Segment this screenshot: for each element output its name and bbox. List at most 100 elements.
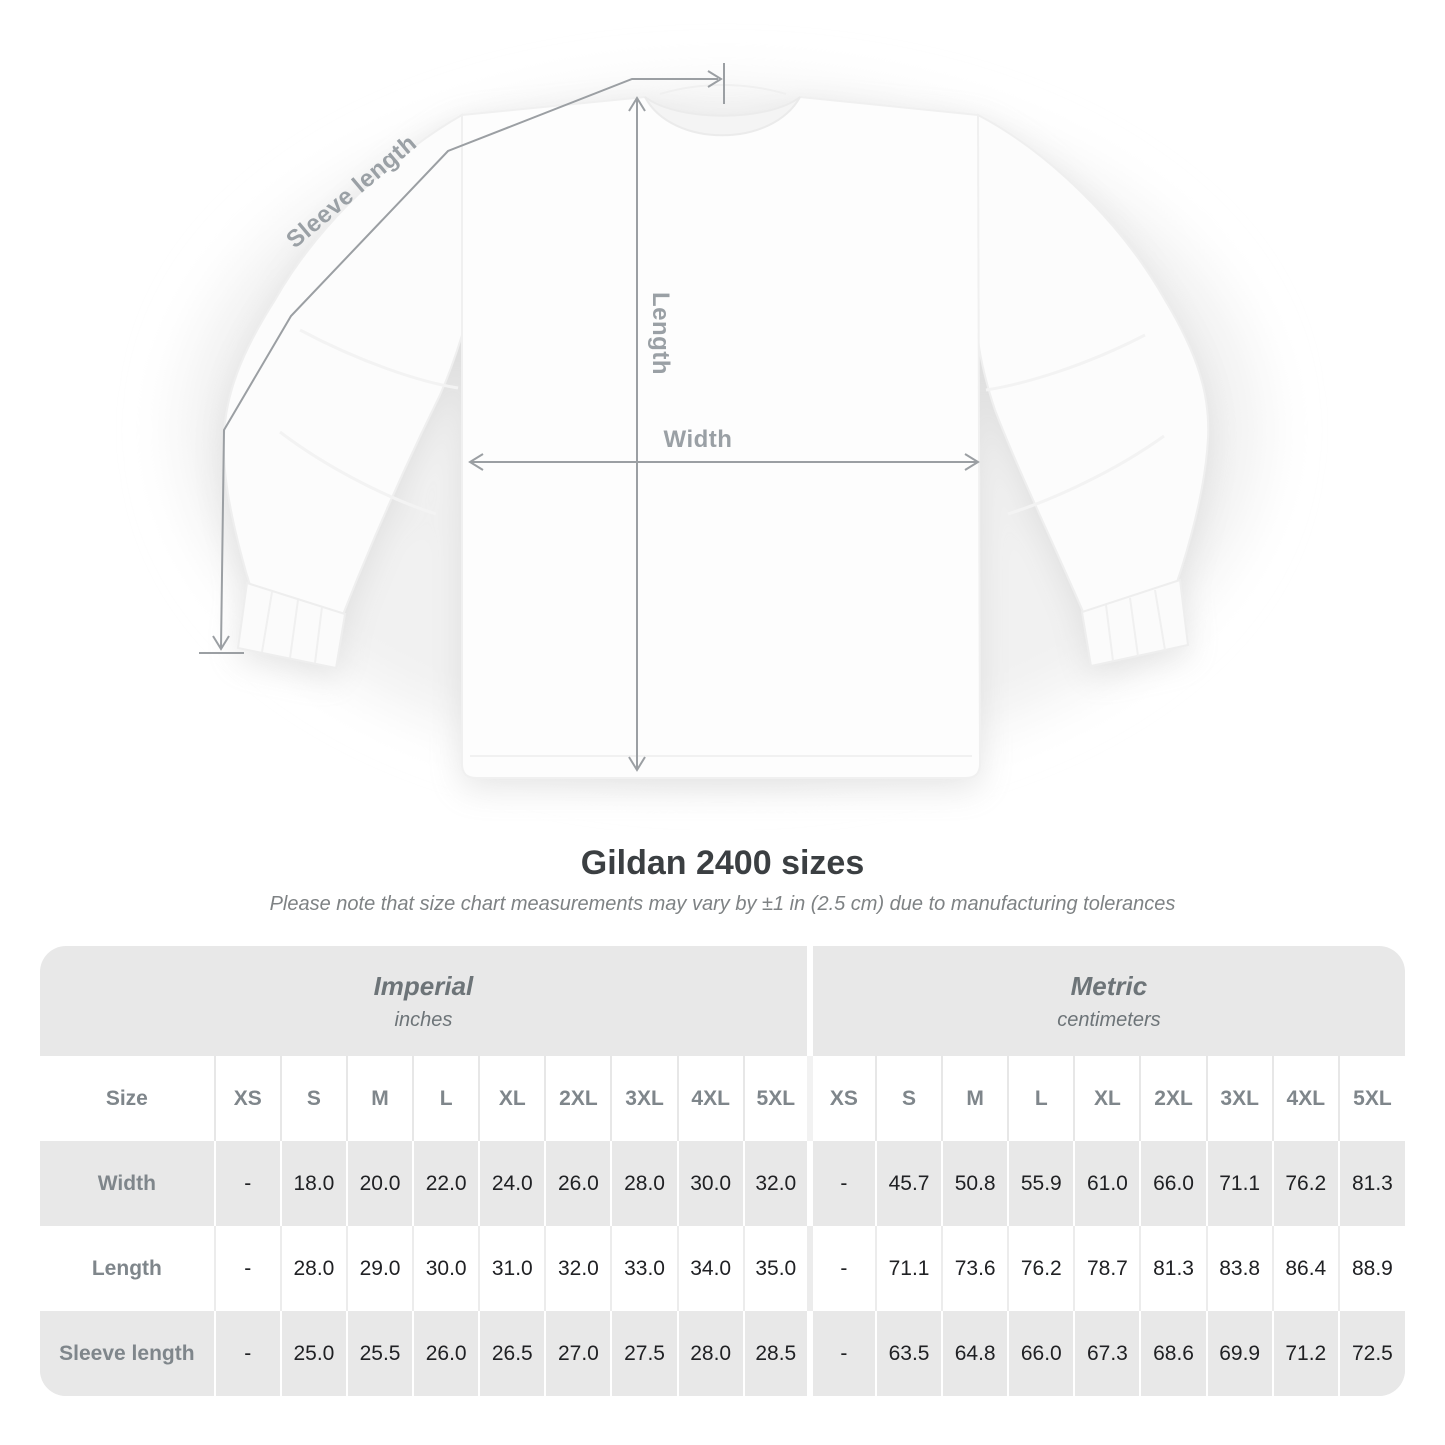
measurement-value-cell: 63.5	[874, 1311, 943, 1397]
size-col-header-metric-5xl: 5XL	[1337, 1056, 1405, 1142]
size-col-header-imperial-4xl: 4XL	[676, 1056, 744, 1142]
measurement-arrows	[199, 63, 980, 772]
measurement-value-cell: 76.2	[1271, 1141, 1339, 1227]
measurement-value-cell: -	[806, 1311, 876, 1397]
measurement-value-cell: 34.0	[676, 1226, 744, 1312]
measurement-value-cell: 20.0	[345, 1141, 414, 1227]
measurement-value-cell: 32.0	[544, 1226, 612, 1312]
measurement-value-cell: -	[213, 1226, 281, 1312]
measurement-value-cell: 28.0	[610, 1141, 678, 1227]
size-col-header-imperial-xl: XL	[478, 1056, 546, 1142]
measurement-value-cell: 83.8	[1205, 1226, 1273, 1312]
fold-line	[985, 333, 1146, 392]
measurement-value-cell: 71.1	[1205, 1141, 1273, 1227]
measurement-value-cell: 18.0	[279, 1141, 347, 1227]
measurement-value-cell: 27.0	[544, 1311, 612, 1397]
length-label: Length	[647, 292, 674, 375]
measurement-value-cell: 26.5	[478, 1311, 546, 1397]
measurement-value-cell: 26.0	[412, 1311, 480, 1397]
metric-section-unit: centimeters	[1057, 1008, 1161, 1031]
measurement-value-cell: 81.3	[1337, 1141, 1405, 1227]
measurement-value-cell: 71.1	[874, 1226, 943, 1312]
shirt-shape	[222, 84, 1210, 779]
measurement-value-cell: 64.8	[941, 1311, 1009, 1397]
measurement-value-cell: -	[213, 1141, 281, 1227]
width-arrowhead-left	[468, 453, 484, 471]
measurement-value-cell: 71.2	[1271, 1311, 1339, 1397]
size-col-header-metric-s: S	[874, 1056, 943, 1142]
tolerance-note: Please note that size chart measurements…	[269, 893, 1176, 916]
table-row: Length -28.0 29.0 30.0 31.0 32.0 33.0 34.0 35.0-…	[40, 1226, 1405, 1312]
right-cuff-ribs	[1105, 589, 1166, 662]
shirt-measurement-diagram: Sleeve length Length Width	[182, 63, 1262, 779]
measurement-value-cell: 72.5	[1337, 1311, 1405, 1397]
size-col-header-metric-3xl: 3XL	[1205, 1056, 1273, 1142]
size-col-header-imperial-s: S	[279, 1056, 347, 1142]
metric-section-label: Metric	[1070, 970, 1148, 1001]
fold-line	[279, 430, 437, 516]
measurement-value-cell: 86.4	[1271, 1226, 1339, 1312]
measurement-value-cell: 35.0	[742, 1226, 810, 1312]
imperial-section-header: Imperial inches	[40, 946, 810, 1056]
metric-section-header: Metric centimeters	[806, 946, 1405, 1057]
measurement-value-cell: 68.6	[1139, 1311, 1207, 1397]
measurement-value-cell: 31.0	[478, 1226, 546, 1312]
shirt-illustration	[182, 63, 1262, 779]
measurement-value-cell: 26.0	[544, 1141, 612, 1227]
size-chart-heading: Gildan 2400 sizes Please note that size …	[0, 830, 1445, 916]
table-body: Width -18.0 20.0 22.0 24.0 26.0 28.0 30.0 32.0-4…	[40, 1141, 1405, 1397]
size-col-header-imperial-2xl: 2XL	[544, 1056, 612, 1142]
measurement-value-cell: 25.0	[279, 1311, 347, 1397]
measurement-value-cell: 76.2	[1007, 1226, 1075, 1312]
size-col-header-imperial-3xl: 3XL	[610, 1056, 678, 1142]
size-col-header-metric-m: M	[941, 1056, 1009, 1142]
row-label: Sleeve length	[59, 1341, 195, 1365]
measurement-value-cell: 30.0	[412, 1226, 480, 1312]
unit-section-row: Imperial inches Metric centimeters	[40, 946, 1405, 1057]
imperial-section-unit: inches	[394, 1008, 453, 1031]
measurement-value-cell: 30.0	[676, 1141, 744, 1227]
measurement-value-cell: 88.9	[1337, 1226, 1405, 1312]
fold-line	[1007, 434, 1165, 516]
width-arrowhead-right	[964, 453, 980, 471]
left-cuff-ribs	[261, 591, 323, 664]
size-col-header-imperial-m: M	[345, 1056, 414, 1142]
measurement-value-cell: 67.3	[1073, 1311, 1141, 1397]
measurement-value-cell: 22.0	[412, 1141, 480, 1227]
size-col-header-metric-4xl: 4XL	[1271, 1056, 1339, 1142]
measurement-value-cell: 66.0	[1139, 1141, 1207, 1227]
measurement-value-cell: -	[806, 1226, 876, 1312]
shirt-collar	[644, 96, 801, 137]
fold-line	[299, 328, 459, 390]
size-col-header-metric-l: L	[1007, 1056, 1075, 1142]
measurement-value-cell: 29.0	[345, 1226, 414, 1312]
measurement-value-cell: 78.7	[1073, 1226, 1141, 1312]
measurement-value-cell: 45.7	[874, 1141, 943, 1227]
shirt-left-sleeve	[222, 113, 463, 624]
shirt-right-sleeve	[977, 113, 1210, 616]
measurement-value-cell: 24.0	[478, 1141, 546, 1227]
sleeve-arrowhead-top	[707, 70, 723, 88]
measurement-value-cell: 28.0	[676, 1311, 744, 1397]
measurement-value-cell: 73.6	[941, 1226, 1009, 1312]
size-col-header-metric-xs: XS	[806, 1056, 876, 1142]
width-label: Width	[663, 426, 733, 453]
measurement-value-cell: 69.9	[1205, 1311, 1273, 1397]
size-col-header-imperial-l: L	[412, 1056, 480, 1142]
row-label: Width	[97, 1171, 156, 1195]
measurement-value-cell: 81.3	[1139, 1226, 1207, 1312]
length-arrowhead-bottom	[628, 756, 646, 772]
measurement-value-cell: 61.0	[1073, 1141, 1141, 1227]
size-col-header-metric-xl: XL	[1073, 1056, 1141, 1142]
measurement-value-cell: 28.5	[742, 1311, 810, 1397]
measurement-value-cell: 33.0	[610, 1226, 678, 1312]
size-col-header-metric-2xl: 2XL	[1139, 1056, 1207, 1142]
measurement-value-cell: 25.5	[345, 1311, 414, 1397]
measurement-value-cell: 27.5	[610, 1311, 678, 1397]
measurement-value-cell: -	[213, 1311, 281, 1397]
measurement-value-cell: 66.0	[1007, 1311, 1075, 1397]
shirt-left-cuff	[236, 581, 347, 670]
page-title: Gildan 2400 sizes	[580, 844, 865, 882]
size-column-header: Size	[105, 1086, 148, 1110]
measurement-value-cell: 32.0	[742, 1141, 810, 1227]
